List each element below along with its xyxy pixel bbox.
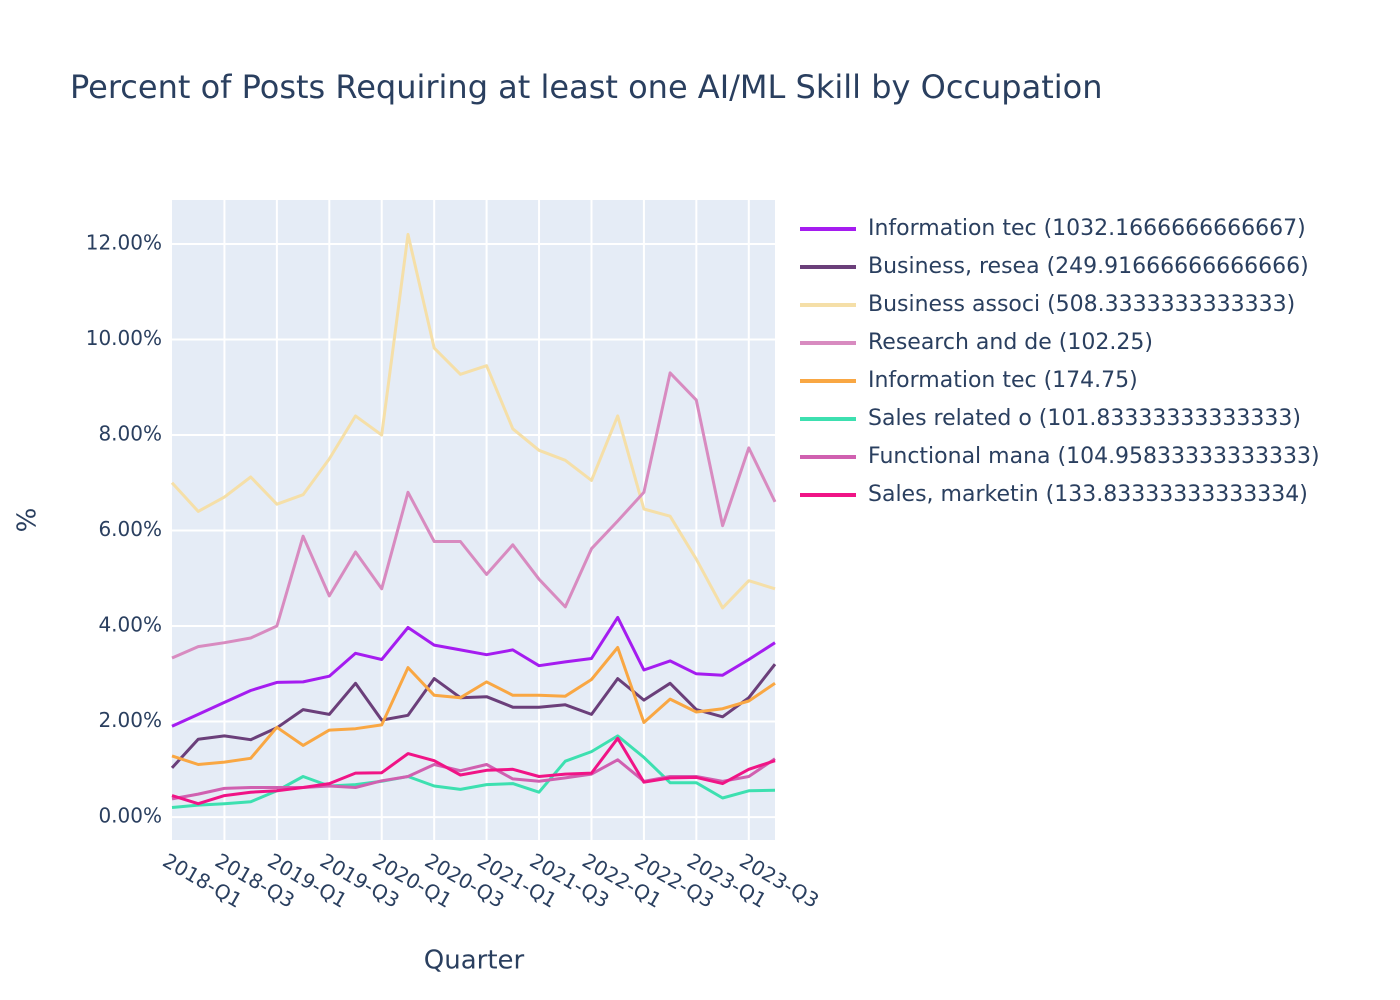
chart-title: Percent of Posts Requiring at least one … bbox=[70, 68, 1103, 106]
legend-label: Information tec (174.75) bbox=[868, 368, 1138, 393]
series-line bbox=[171, 615, 776, 728]
legend-label: Business, resea (249.91666666666666) bbox=[868, 254, 1309, 279]
x-axis-label: Quarter bbox=[424, 946, 525, 976]
series-line bbox=[171, 371, 777, 660]
series-line bbox=[170, 232, 776, 610]
series-line bbox=[171, 646, 776, 766]
y-tick-label: 8.00% bbox=[98, 421, 162, 445]
legend-label: Research and de (102.25) bbox=[868, 330, 1153, 355]
series-line bbox=[171, 736, 776, 806]
y-tick-label: 4.00% bbox=[98, 613, 162, 637]
legend-label: Business associ (508.3333333333333) bbox=[868, 292, 1295, 317]
lines bbox=[170, 232, 777, 809]
y-axis-label: % bbox=[13, 508, 43, 533]
legend-label: Information tec (1032.1666666666667) bbox=[868, 216, 1306, 241]
legend-label: Sales, marketin (133.83333333333334) bbox=[868, 482, 1308, 507]
y-tick-label: 0.00% bbox=[98, 804, 162, 828]
y-tick-label: 10.00% bbox=[86, 326, 162, 350]
series-line bbox=[170, 663, 777, 769]
y-tick-label: 2.00% bbox=[98, 708, 162, 732]
y-tick-label: 6.00% bbox=[98, 517, 162, 541]
legend-label: Functional mana (104.95833333333333) bbox=[868, 444, 1320, 469]
y-tick-label: 12.00% bbox=[86, 230, 162, 254]
grid bbox=[172, 200, 775, 840]
series-line bbox=[171, 734, 776, 809]
legend-label: Sales related o (101.83333333333333) bbox=[868, 406, 1301, 431]
